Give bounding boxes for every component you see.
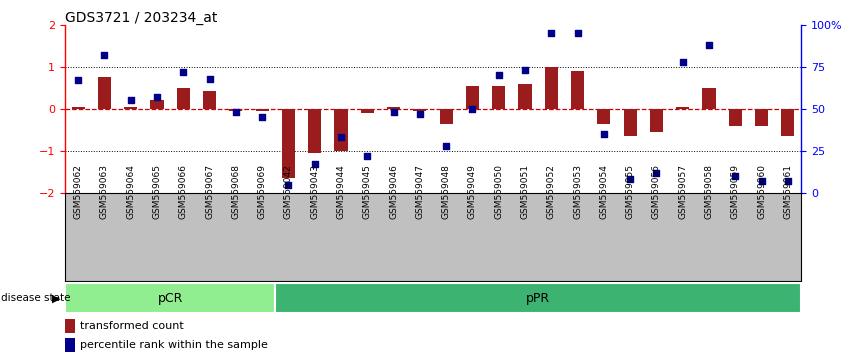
Text: pCR: pCR (158, 292, 183, 305)
Point (439, 143, 453, 149)
Text: ▶: ▶ (52, 293, 61, 303)
Point (255, 114, 269, 120)
Bar (65, 283, 275, 313)
Bar (334, 109, 347, 151)
Point (597, 131, 611, 137)
Bar (308, 109, 321, 153)
Bar (440, 109, 453, 124)
Point (334, 135, 348, 140)
Point (281, 182, 295, 187)
Point (702, 42, 716, 48)
Bar (255, 109, 268, 111)
Bar (519, 84, 532, 109)
Bar (413, 109, 426, 111)
Bar (545, 67, 558, 109)
Point (754, 178, 768, 184)
Bar (177, 88, 190, 109)
Bar (571, 71, 585, 109)
Point (98, 52, 112, 58)
Point (728, 173, 742, 179)
Point (360, 153, 374, 159)
Text: percentile rank within the sample: percentile rank within the sample (80, 341, 268, 350)
Bar (203, 91, 216, 109)
Point (571, 30, 585, 36)
Bar (598, 109, 611, 124)
Point (386, 109, 400, 115)
Point (71, 78, 85, 83)
Bar (98, 77, 111, 109)
Bar (151, 99, 164, 109)
Bar (650, 109, 663, 132)
Point (624, 177, 637, 182)
Bar (781, 109, 794, 136)
Point (150, 94, 164, 100)
Text: disease state: disease state (1, 293, 70, 303)
Point (466, 106, 480, 112)
Point (781, 178, 795, 184)
Bar (492, 86, 505, 109)
Point (492, 73, 506, 78)
Text: pPR: pPR (526, 292, 550, 305)
Bar (466, 86, 479, 109)
Bar (229, 109, 242, 111)
Point (177, 69, 191, 75)
Bar (729, 109, 742, 126)
Bar (702, 88, 715, 109)
Bar (387, 107, 400, 109)
Point (650, 170, 663, 176)
Point (203, 76, 216, 81)
Text: transformed count: transformed count (80, 321, 184, 331)
Point (229, 109, 242, 115)
Point (675, 59, 689, 65)
Bar (755, 109, 768, 126)
Point (413, 111, 427, 117)
Bar (361, 109, 374, 113)
Point (545, 30, 559, 36)
Bar (72, 107, 85, 109)
Point (124, 98, 138, 103)
Bar (65, 319, 74, 333)
Point (307, 161, 321, 167)
Bar (124, 107, 137, 109)
Text: GDS3721 / 203234_at: GDS3721 / 203234_at (65, 11, 217, 25)
Bar (624, 109, 637, 136)
Bar (275, 283, 801, 313)
Point (518, 67, 532, 73)
Bar (676, 107, 689, 109)
Bar (281, 109, 295, 178)
Bar (65, 338, 74, 352)
